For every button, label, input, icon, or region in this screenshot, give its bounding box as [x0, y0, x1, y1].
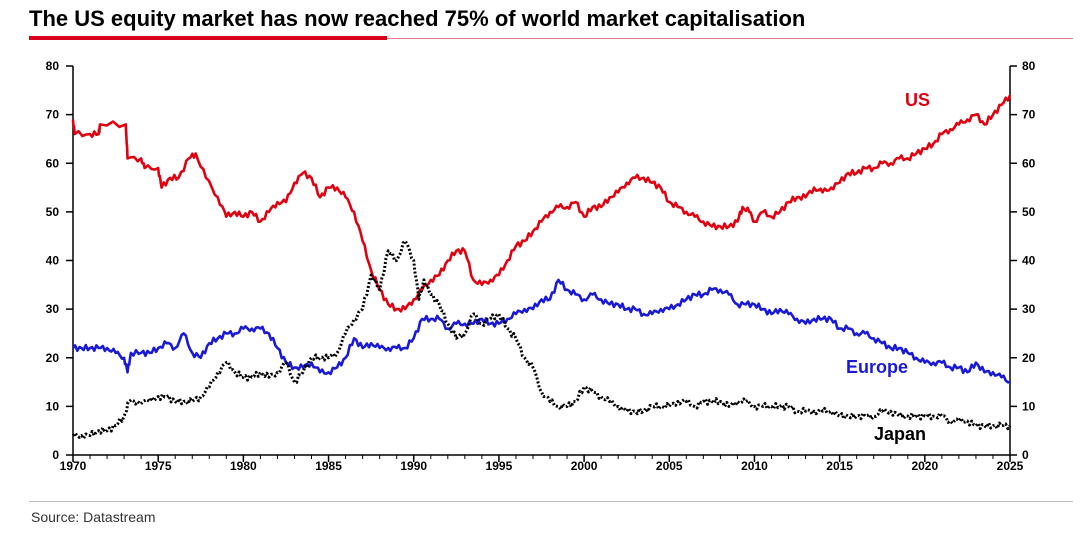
- y-tick-label-left: 10: [46, 399, 60, 413]
- y-tick-label-right: 0: [1022, 448, 1029, 462]
- x-tick-label: 2015: [826, 459, 853, 473]
- x-tick-label: 1980: [230, 459, 257, 473]
- y-tick-label-right: 10: [1022, 399, 1036, 413]
- y-tick-label-right: 30: [1022, 302, 1036, 316]
- chart-series: [71, 94, 1012, 440]
- x-tick-label: 2005: [656, 459, 683, 473]
- x-tick-label: 1985: [315, 459, 342, 473]
- x-tick-label: 1970: [60, 459, 87, 473]
- x-tick-label: 1975: [145, 459, 172, 473]
- line-chart: 0 10 20 30 40 50 60 70 80 0 10 20 30 40 50 60 70 80 1970 19…: [46, 59, 1036, 473]
- y-tick-label-right: 70: [1022, 108, 1036, 122]
- series-label-japan: Japan: [874, 424, 926, 444]
- title-accent-rule: [29, 36, 387, 40]
- y-tick-label-left: 70: [46, 108, 60, 122]
- y-tick-label-left: 80: [46, 59, 60, 73]
- source-note: Source: Datastream: [31, 509, 156, 525]
- chart-axes: 0 10 20 30 40 50 60 70 80 0 10 20 30 40 50 60 70 80 1970 19…: [46, 59, 1036, 473]
- series-label-us: US: [905, 90, 930, 110]
- x-tick-label: 1990: [400, 459, 427, 473]
- y-tick-label-left: 20: [46, 351, 60, 365]
- x-tick-label: 2010: [741, 459, 768, 473]
- x-tick-label: 1995: [486, 459, 513, 473]
- series-label-europe: Europe: [846, 357, 908, 377]
- series-line-europe: [71, 278, 1011, 384]
- y-tick-label-left: 60: [46, 156, 60, 170]
- y-tick-label-left: 0: [52, 448, 59, 462]
- footer-rule: [29, 501, 1073, 502]
- x-tick-label: 2020: [911, 459, 938, 473]
- series-line-us: [71, 94, 1012, 313]
- y-tick-label-left: 30: [46, 302, 60, 316]
- y-tick-label-right: 50: [1022, 205, 1036, 219]
- x-tick-label: 2025: [997, 459, 1024, 473]
- y-tick-label-left: 50: [46, 205, 60, 219]
- series-line-japan: [71, 239, 1012, 440]
- y-tick-label-right: 20: [1022, 351, 1036, 365]
- y-tick-label-right: 80: [1022, 59, 1036, 73]
- chart-title: The US equity market has now reached 75%…: [29, 6, 806, 31]
- y-tick-label-right: 60: [1022, 156, 1036, 170]
- y-tick-label-right: 40: [1022, 254, 1036, 268]
- y-tick-label-left: 40: [46, 254, 60, 268]
- x-tick-label: 2000: [571, 459, 598, 473]
- title-rule: [387, 38, 1073, 39]
